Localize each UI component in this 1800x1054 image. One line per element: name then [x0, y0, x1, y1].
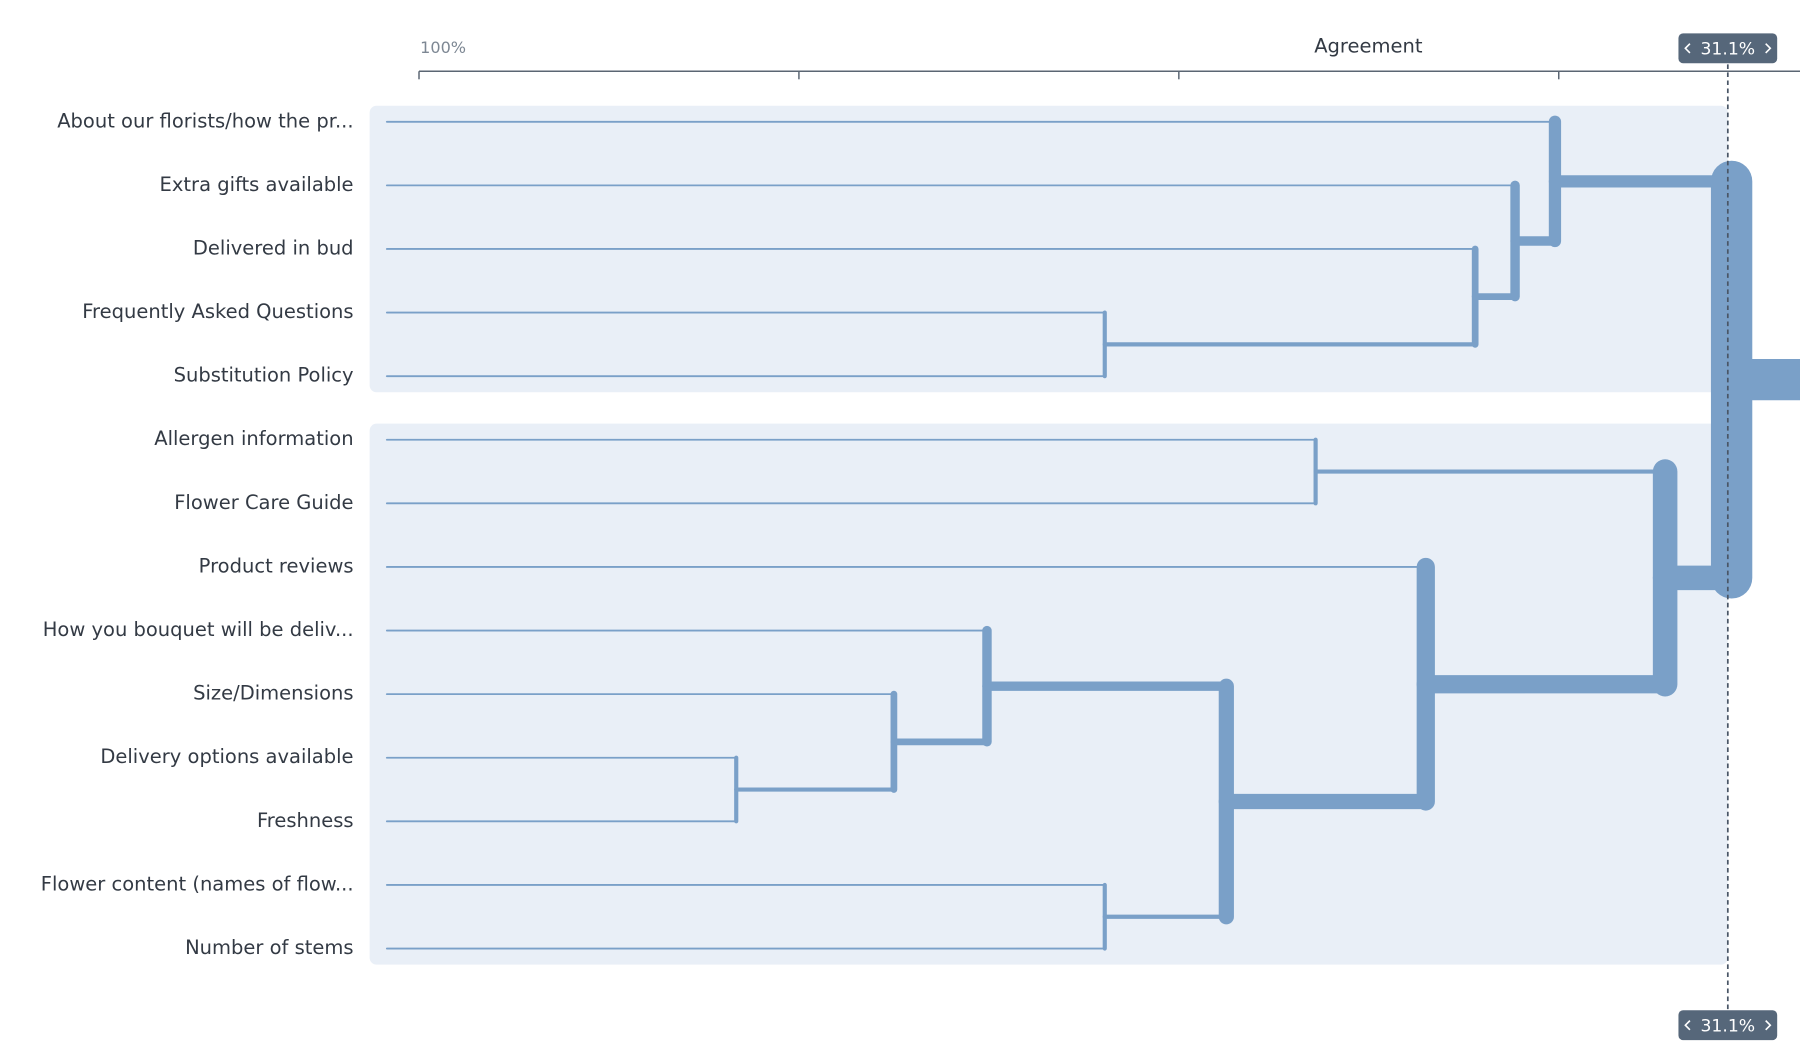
leaf-label: Freshness: [257, 809, 354, 832]
leaf-label: Delivered in bud: [193, 236, 354, 259]
cut-label: 31.1%: [1700, 39, 1755, 59]
leaf-label: Frequently Asked Questions: [82, 300, 353, 323]
chevron-right: [1765, 1020, 1772, 1031]
cut-label: 31.1%: [1700, 1016, 1755, 1036]
cut-badge: [1678, 1010, 1778, 1041]
leaf-label: Allergen information: [154, 427, 353, 450]
cut-marker: 31.1% 31.1%: [1678, 33, 1778, 1041]
axis-title: Agreement: [1314, 35, 1423, 58]
chevron-left: [1684, 1020, 1691, 1031]
leaf-label: Flower Care Guide: [174, 491, 353, 514]
leaf-label: Product reviews: [199, 554, 354, 577]
leaf-label: Extra gifts available: [160, 173, 354, 196]
chevron-left: [1684, 43, 1691, 54]
chevron-right: [1765, 43, 1772, 54]
leaf-label: About our florists/how the pr...: [57, 109, 353, 132]
leaf-label: Flower content (names of flow...: [41, 872, 354, 895]
group-box: [369, 423, 1728, 965]
group-boxes: [369, 105, 1728, 965]
dendrogram: [385, 115, 1800, 951]
leaf-label: Delivery options available: [100, 745, 353, 768]
leaf-label: How you bouquet will be deliv...: [43, 618, 354, 641]
axis: Agreement 100%: [418, 35, 1800, 80]
leaf-labels: About our florists/how the pr... Extra gi…: [41, 109, 354, 959]
cut-badge: [1678, 33, 1778, 64]
x-tick-label: 100%: [420, 38, 466, 57]
leaf-label: Substitution Policy: [174, 364, 354, 387]
leaf-label: Size/Dimensions: [193, 682, 353, 705]
leaf-label: Number of stems: [185, 936, 353, 959]
